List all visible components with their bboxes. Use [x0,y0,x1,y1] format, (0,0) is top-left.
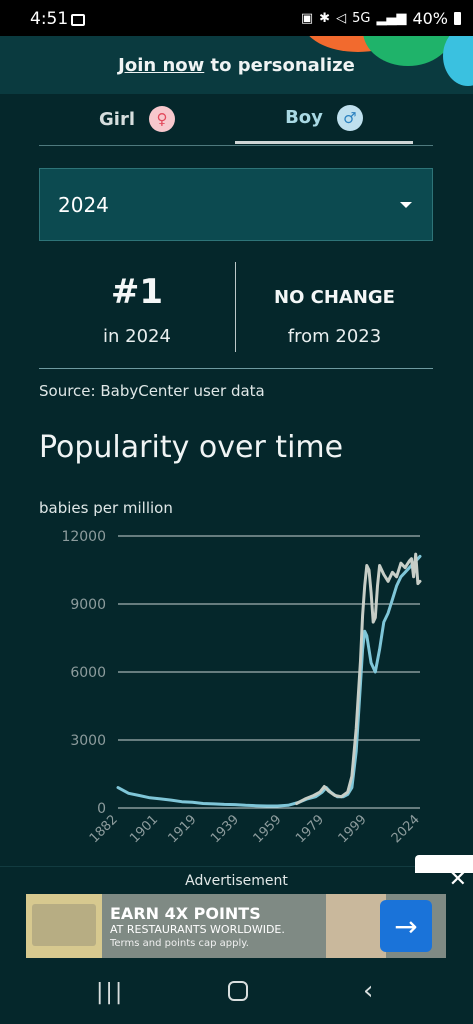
battery-text: 40% [412,9,448,28]
rank-summary: #1 in 2024 NO CHANGE from 2023 [39,262,433,369]
gallery-icon [71,14,85,26]
tab-boy[interactable]: Boy ♂ [235,94,413,144]
y-tick-label: 3000 [70,733,106,749]
ad-subline: AT RESTAURANTS WORLDWIDE. [110,923,285,936]
tab-girl[interactable]: Girl ♀ [39,94,235,144]
x-tick-label: 1901 [127,812,161,846]
status-icons: ▣ ✱ ◁ 5G ▂▄▆ 40% [301,9,461,28]
system-nav-bar: ||| ‹ [0,962,473,1024]
x-tick-label: 1882 [87,812,121,846]
section-title: Popularity over time [39,430,344,465]
divider [235,262,236,352]
network-label: 5G [352,11,371,26]
join-banner-rest: to personalize [204,55,355,76]
series-line [295,552,422,805]
ad-label: Advertisement [185,873,288,889]
home-icon[interactable] [228,981,248,1001]
series-line [116,554,422,808]
bluetooth-icon: ✱ [319,11,331,26]
status-bar: 4:51 ▣ ✱ ◁ 5G ▂▄▆ 40% [0,0,473,36]
advertisement: Advertisement ✕ EARN 4X POINTS AT RESTAU… [0,855,473,962]
ad-choices-badge[interactable] [415,855,473,873]
x-tick-label: 2024 [389,812,423,846]
source-note: Source: BabyCenter user data [39,382,265,400]
recent-apps-icon[interactable]: ||| [96,980,125,1005]
year-select[interactable]: 2024 [39,168,433,241]
status-time: 4:51 [30,9,69,29]
back-icon[interactable]: ‹ [363,976,374,1006]
ad-headline: EARN 4X POINTS [110,904,261,923]
rank-change-from: from 2023 [287,326,382,347]
y-unit-label: babies per million [39,499,173,517]
join-banner[interactable]: Join now to personalize [0,36,473,94]
x-tick-label: 1979 [293,812,327,846]
rank-number: #1 [110,272,164,312]
close-icon[interactable]: ✕ [448,867,467,892]
nfc-icon: ▣ [300,11,314,26]
y-tick-label: 12000 [61,529,106,545]
tab-boy-label: Boy [285,107,323,128]
rank-year: in 2024 [103,326,171,347]
y-tick-label: 6000 [70,665,106,681]
battery-icon [454,12,461,25]
join-banner-text: Join now to personalize [0,55,473,76]
year-select-value: 2024 [58,193,109,217]
ad-banner[interactable]: EARN 4X POINTS AT RESTAURANTS WORLDWIDE.… [26,894,446,958]
gender-tabs: Girl ♀ Boy ♂ [39,94,433,146]
x-tick-label: 1939 [208,812,242,846]
chevron-down-icon [400,202,412,208]
x-tick-label: 1959 [251,812,285,846]
mute-icon: ◁ [336,11,347,26]
join-now-link[interactable]: Join now [118,55,205,76]
x-tick-label: 1919 [166,812,200,846]
tab-girl-label: Girl [99,108,135,130]
food-image [326,894,386,958]
credit-card-image [26,894,102,958]
arrow-right-icon[interactable]: → [380,900,432,952]
ad-fine-print: Terms and points cap apply. [110,938,249,949]
male-icon: ♂ [336,104,363,131]
x-tick-label: 1999 [336,812,370,846]
y-tick-label: 0 [97,801,106,817]
y-tick-label: 9000 [70,597,106,613]
female-icon: ♀ [149,106,175,132]
rank-change: NO CHANGE [274,287,395,308]
signal-icon: ▂▄▆ [376,11,407,26]
